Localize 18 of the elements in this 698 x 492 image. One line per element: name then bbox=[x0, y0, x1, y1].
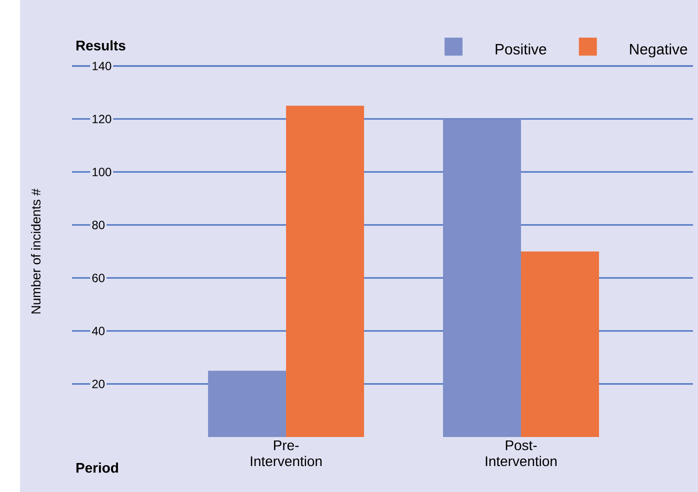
legend-label: Positive bbox=[496, 44, 546, 54]
legend-label: Negative bbox=[630, 44, 688, 58]
x-tick-label: Pre-Intervention bbox=[250, 440, 322, 466]
chart-title: Results bbox=[76, 40, 126, 50]
x-tick-label: Post-Intervention bbox=[486, 440, 557, 466]
y-tick-label: 60 bbox=[92, 274, 105, 282]
y-tick-label: 40 bbox=[92, 326, 105, 336]
x-axis-title: Period bbox=[76, 462, 118, 473]
bar bbox=[521, 251, 600, 437]
y-tick-label: 20 bbox=[92, 380, 105, 388]
bar bbox=[286, 106, 364, 437]
y-tick-label: 100 bbox=[92, 168, 112, 176]
bar bbox=[208, 370, 286, 437]
y-tick-label: 80 bbox=[92, 220, 105, 230]
bar bbox=[443, 118, 522, 437]
y-tick-label: 120 bbox=[92, 114, 112, 124]
y-tick-label: 140 bbox=[92, 62, 112, 70]
y-axis-title: Number of incidents # bbox=[31, 188, 41, 314]
